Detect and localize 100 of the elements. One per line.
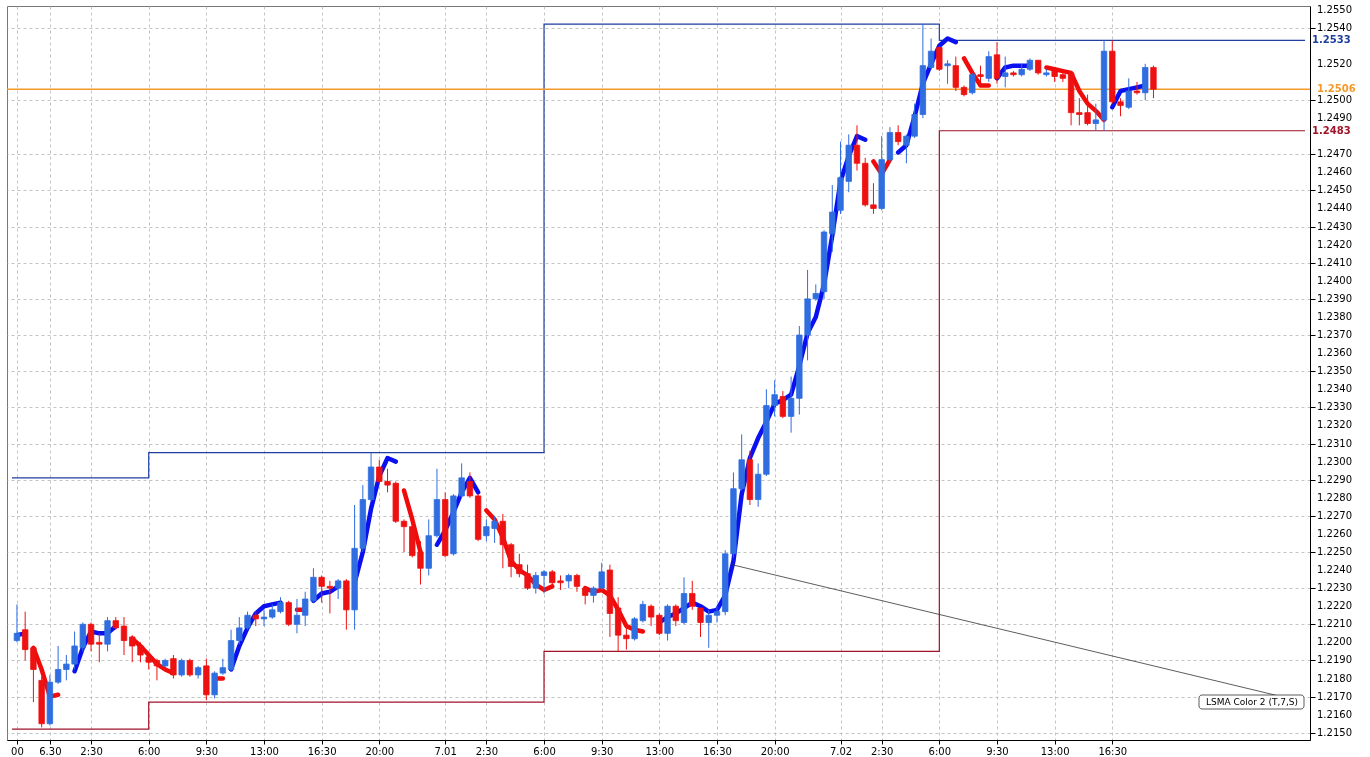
y-tick-label: 1.2250 bbox=[1317, 545, 1352, 557]
candlestick bbox=[293, 598, 301, 634]
y-tick-label: 1.2410 bbox=[1317, 256, 1352, 268]
candlestick bbox=[1133, 81, 1141, 96]
y-tick-label: 1.2190 bbox=[1317, 654, 1352, 666]
y-tick-label: 1.2230 bbox=[1317, 582, 1352, 594]
y-tick-label: 1.2440 bbox=[1317, 202, 1352, 214]
candlestick bbox=[993, 41, 1001, 85]
candlestick bbox=[178, 658, 185, 678]
x-tick-label: 20:00 bbox=[365, 745, 395, 757]
x-tick-label: 2:30 bbox=[80, 745, 103, 757]
candlestick bbox=[87, 621, 95, 652]
y-tick-label: 1.2160 bbox=[1317, 708, 1352, 720]
candlestick bbox=[400, 518, 408, 553]
candlestick bbox=[96, 632, 103, 663]
y-tick-label: 1.2400 bbox=[1317, 274, 1352, 286]
y-tick-label: 1.2340 bbox=[1317, 383, 1352, 395]
x-tick-label: 2:30 bbox=[475, 745, 499, 757]
y-tick-label: 1.2280 bbox=[1317, 491, 1352, 503]
candlestick bbox=[466, 471, 474, 499]
candlestick bbox=[1150, 65, 1157, 99]
data-label: 1.2483 bbox=[1312, 124, 1351, 136]
y-tick-label: 1.2290 bbox=[1317, 473, 1352, 485]
candlestick bbox=[936, 45, 943, 72]
y-tick-label: 1.2370 bbox=[1317, 329, 1352, 341]
x-tick-label: 16:30 bbox=[307, 745, 337, 757]
candlestick bbox=[104, 616, 111, 652]
x-tick-label: 16:30 bbox=[703, 745, 732, 757]
candlestick bbox=[969, 72, 976, 96]
x-tick-label: 13:00 bbox=[1040, 745, 1070, 757]
candlestick bbox=[689, 580, 696, 611]
x-tick-label: 6:00 bbox=[533, 745, 556, 757]
x-tick-label: 6.30 bbox=[39, 745, 62, 757]
ref-line-label: 1.2506 bbox=[1317, 83, 1356, 95]
x-tick-label: 6:00 bbox=[928, 745, 952, 757]
y-tick-label: 1.2210 bbox=[1317, 618, 1352, 630]
candlestick bbox=[672, 603, 679, 627]
candlestick bbox=[573, 573, 581, 593]
candlestick bbox=[927, 38, 935, 70]
candlestick bbox=[186, 658, 194, 678]
y-tick-label: 1.2360 bbox=[1317, 347, 1352, 359]
candlestick bbox=[829, 184, 836, 253]
x-tick-label: 2:30 bbox=[870, 745, 894, 757]
y-tick-label: 1.2350 bbox=[1317, 365, 1352, 377]
y-tick-label: 1.2240 bbox=[1317, 564, 1352, 576]
candlestick bbox=[120, 616, 128, 656]
candlestick bbox=[656, 612, 663, 636]
y-tick-label: 1.2540 bbox=[1317, 21, 1352, 33]
candlestick bbox=[1125, 77, 1132, 110]
data-label: 1.2533 bbox=[1312, 34, 1351, 46]
y-tick-label: 1.2520 bbox=[1317, 57, 1352, 69]
candlestick bbox=[853, 124, 861, 172]
candlestick bbox=[977, 65, 984, 88]
y-tick-label: 1.2470 bbox=[1317, 148, 1352, 160]
x-tick-label: 9:30 bbox=[195, 745, 219, 757]
candlestick bbox=[582, 585, 589, 605]
x-tick-label: 9:30 bbox=[590, 745, 614, 757]
y-tick-label: 1.2170 bbox=[1317, 690, 1352, 702]
x-tick-label: 13:00 bbox=[250, 745, 279, 757]
y-tick-label: 1.2390 bbox=[1317, 292, 1352, 304]
y-tick-label: 1.2430 bbox=[1317, 220, 1352, 232]
x-tick-label: 6:00 bbox=[137, 745, 161, 757]
candlestick bbox=[779, 390, 787, 419]
candlestick bbox=[952, 56, 959, 92]
candlestick bbox=[145, 650, 152, 670]
x-tick-label: 7.01 bbox=[434, 745, 457, 757]
candlestick bbox=[713, 605, 721, 623]
y-tick-label: 1.2500 bbox=[1317, 94, 1352, 106]
annotation: LSMA Color 2 (T,7,S) bbox=[1205, 697, 1299, 707]
x-tick-label: 13:00 bbox=[645, 745, 675, 757]
y-tick-label: 1.2260 bbox=[1317, 527, 1352, 539]
candlestick bbox=[895, 124, 902, 146]
candlestick bbox=[1092, 103, 1099, 132]
y-tick-label: 1.2270 bbox=[1317, 509, 1352, 521]
y-tick-label: 1.2180 bbox=[1317, 672, 1352, 684]
candlestick bbox=[499, 513, 506, 569]
y-tick-label: 1.2300 bbox=[1317, 455, 1352, 467]
y-tick-label: 1.2330 bbox=[1317, 401, 1352, 413]
y-tick-label: 1.2460 bbox=[1317, 166, 1352, 178]
x-tick-label: 16:30 bbox=[1098, 745, 1128, 757]
y-tick-label: 1.2450 bbox=[1317, 184, 1352, 196]
candlestick bbox=[705, 609, 712, 649]
candlestick bbox=[532, 571, 539, 595]
candlestick bbox=[647, 603, 655, 627]
y-tick-label: 1.2150 bbox=[1317, 726, 1352, 738]
candlestick bbox=[334, 578, 342, 600]
candlestick bbox=[985, 50, 992, 83]
y-tick-label: 1.2310 bbox=[1317, 437, 1352, 449]
y-tick-label: 1.2320 bbox=[1317, 419, 1352, 431]
candlestick bbox=[507, 542, 515, 578]
y-tick-label: 1.2420 bbox=[1317, 238, 1352, 250]
candlestick bbox=[1002, 56, 1009, 88]
x-tick-label: 7.02 bbox=[829, 745, 853, 757]
candlestick bbox=[944, 59, 951, 85]
candlestick bbox=[13, 603, 21, 643]
candlestick bbox=[153, 658, 161, 681]
candlestick bbox=[170, 654, 177, 680]
y-tick-label: 1.2220 bbox=[1317, 600, 1352, 612]
candlestick bbox=[285, 600, 292, 627]
y-tick-label: 1.2550 bbox=[1317, 3, 1352, 15]
